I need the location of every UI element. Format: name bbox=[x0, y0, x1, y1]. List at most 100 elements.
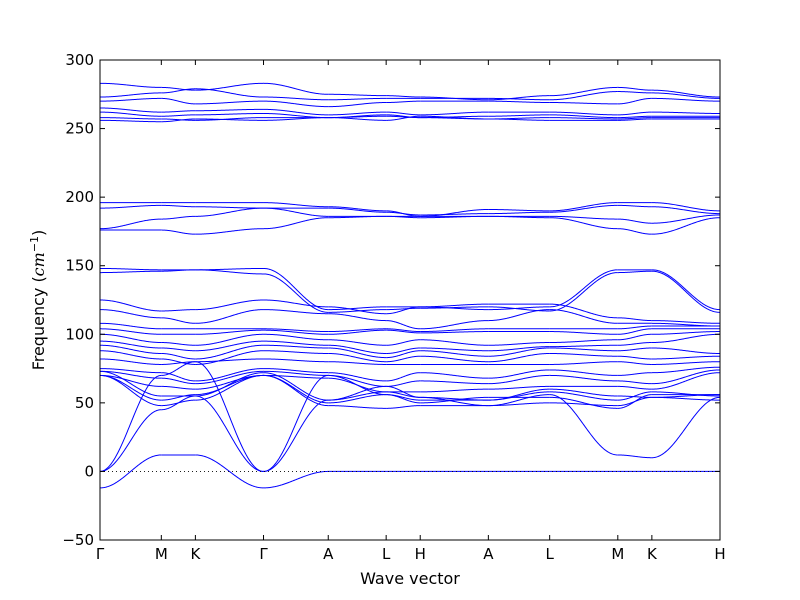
band-high-5 bbox=[488, 114, 550, 117]
y-tick-label: 150 bbox=[65, 257, 94, 275]
band-mid-7 bbox=[386, 339, 421, 346]
band-mid-9 bbox=[161, 352, 196, 360]
band-mid-4 bbox=[263, 309, 329, 315]
x-tick-label: Γ bbox=[96, 545, 105, 563]
band-upper-2 bbox=[386, 211, 421, 216]
band-low-3 bbox=[549, 369, 618, 376]
band-upper-2 bbox=[328, 207, 387, 213]
x-tick-label: A bbox=[483, 545, 494, 563]
band-low-8 bbox=[386, 405, 421, 409]
band-high-5 bbox=[161, 114, 196, 117]
band-low-8 bbox=[100, 374, 162, 407]
band-upper-4 bbox=[195, 228, 264, 235]
band-mid-8 bbox=[651, 333, 720, 344]
band-low-8 bbox=[617, 396, 652, 407]
band-low-5 bbox=[420, 388, 489, 393]
band-low-5 bbox=[161, 385, 196, 390]
band-low-4 bbox=[617, 380, 652, 385]
band-mid-7 bbox=[651, 331, 720, 335]
band-low-8 bbox=[328, 405, 387, 409]
band-mid-9 bbox=[100, 344, 162, 354]
band-acoustic-1 bbox=[651, 396, 720, 459]
band-mid-3 bbox=[386, 306, 421, 315]
band-mid-9 bbox=[488, 347, 550, 357]
band-low-4 bbox=[100, 370, 162, 379]
band-high-4 bbox=[420, 111, 489, 116]
band-low-8 bbox=[263, 374, 329, 407]
band-mid-4 bbox=[328, 313, 387, 322]
band-mid-7 bbox=[420, 339, 489, 346]
band-low-7 bbox=[328, 394, 387, 404]
band-upper-3 bbox=[617, 218, 652, 224]
y-label-unit: cm bbox=[29, 252, 48, 276]
band-high-7 bbox=[161, 118, 196, 123]
band-mid-9 bbox=[617, 347, 652, 352]
band-upper-1 bbox=[549, 202, 618, 212]
band-low-5 bbox=[617, 385, 652, 390]
band-mid-3 bbox=[420, 303, 489, 308]
x-tick-label: M bbox=[155, 545, 168, 563]
band-low-3 bbox=[617, 372, 652, 376]
band-mid-8 bbox=[263, 340, 329, 346]
band-low-5 bbox=[100, 374, 162, 387]
band-low-6 bbox=[195, 372, 264, 397]
band-acoustic-1 bbox=[161, 395, 196, 411]
band-high-6 bbox=[161, 118, 196, 121]
band-mid-4 bbox=[161, 317, 196, 324]
band-acoustic-2 bbox=[549, 388, 618, 397]
band-upper-1 bbox=[651, 202, 720, 212]
band-high-5 bbox=[617, 115, 652, 119]
band-acoustic-2 bbox=[263, 374, 329, 472]
band-mid-2 bbox=[328, 309, 387, 313]
band-mid-2 bbox=[100, 270, 162, 274]
band-acoustic-1 bbox=[488, 394, 550, 407]
band-upper-2 bbox=[100, 204, 162, 209]
x-tick-label: K bbox=[647, 545, 658, 563]
band-upper-4 bbox=[328, 215, 387, 219]
band-mid-8 bbox=[195, 340, 264, 352]
band-low-6 bbox=[100, 370, 162, 397]
band-high-2 bbox=[100, 92, 162, 98]
band-acoustic-2 bbox=[328, 374, 387, 396]
band-low-3 bbox=[420, 372, 489, 379]
band-mid-9 bbox=[263, 344, 329, 349]
band-mid-6 bbox=[328, 329, 387, 335]
band-upper-3 bbox=[549, 215, 618, 220]
y-axis-ticks: −50 0 50 100 150 200 250 300 bbox=[62, 51, 720, 549]
y-tick-label: 300 bbox=[65, 51, 94, 69]
band-low-8 bbox=[195, 374, 264, 401]
band-high-3 bbox=[386, 100, 421, 104]
band-high-4 bbox=[328, 111, 387, 116]
band-low-5 bbox=[488, 385, 550, 390]
band-low-2 bbox=[651, 361, 720, 365]
band-mid-8 bbox=[328, 344, 387, 354]
band-low-2 bbox=[617, 361, 652, 365]
x-axis-label: Wave vector bbox=[360, 569, 460, 588]
band-low-3 bbox=[386, 372, 421, 382]
band-mid-7 bbox=[263, 333, 329, 341]
band-mid-8 bbox=[386, 347, 421, 354]
band-low-1 bbox=[549, 352, 618, 357]
band-acoustic-1 bbox=[195, 395, 264, 472]
x-tick-label: K bbox=[190, 545, 201, 563]
band-upper-1 bbox=[263, 202, 329, 208]
band-mid-3 bbox=[549, 303, 618, 319]
band-high-1 bbox=[328, 93, 387, 97]
band-low-6 bbox=[263, 372, 329, 401]
band-mid-7 bbox=[549, 339, 618, 344]
band-mid-4 bbox=[100, 309, 162, 319]
band-high-3 bbox=[651, 97, 720, 102]
band-high-3 bbox=[328, 102, 387, 108]
band-high-6 bbox=[195, 117, 264, 121]
band-mid-1 bbox=[651, 269, 720, 311]
band-mid-4 bbox=[488, 309, 550, 322]
y-tick-label: 100 bbox=[65, 325, 94, 343]
band-mid-5 bbox=[263, 328, 329, 333]
band-low-2 bbox=[549, 361, 618, 365]
band-mid-8 bbox=[420, 347, 489, 352]
band-high-7 bbox=[328, 117, 387, 121]
phonon-bands bbox=[100, 82, 720, 489]
x-tick-label: H bbox=[415, 545, 426, 563]
band-mid-8 bbox=[161, 347, 196, 352]
